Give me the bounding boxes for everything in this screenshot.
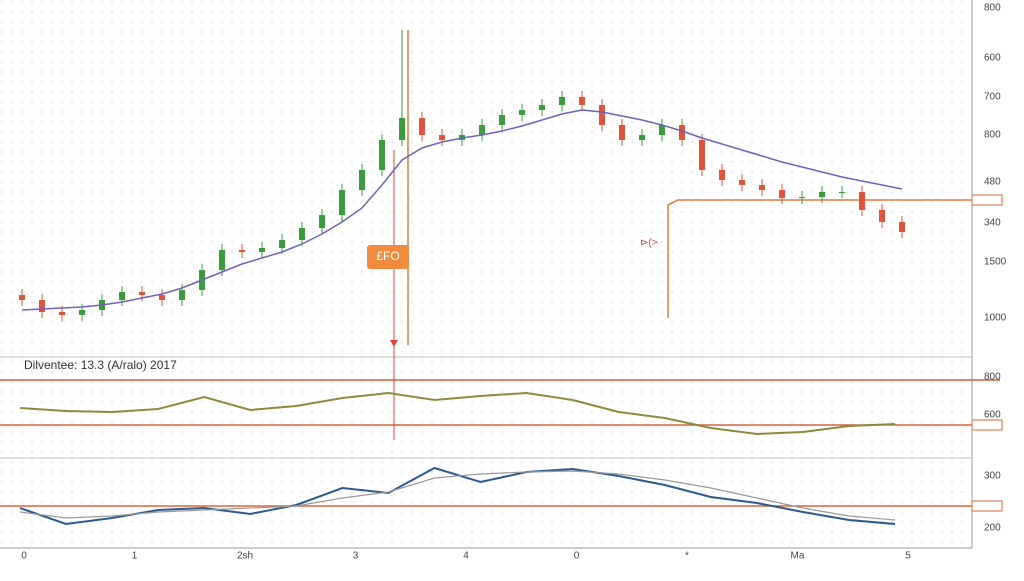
candle-body (319, 215, 325, 228)
candle-body (119, 292, 125, 300)
right-axis-label: 300 (984, 471, 1001, 482)
x-axis-label: 5 (905, 551, 911, 562)
x-axis-label: 2sh (237, 551, 253, 562)
candle-body (599, 105, 605, 125)
candle-body (39, 300, 45, 312)
indicator-line (19, 470, 896, 521)
candle-body (419, 118, 425, 135)
bracket-line (667, 199, 972, 318)
x-axis-label: 1 (132, 551, 138, 562)
x-axis-label: 4 (463, 551, 469, 562)
candle-body (439, 135, 445, 140)
right-axis-label: 1000 (984, 313, 1007, 324)
candle-body (619, 125, 625, 140)
right-axis-label: 800 (984, 372, 1001, 383)
candle-body (59, 312, 65, 315)
candle-body (279, 240, 285, 248)
candle-body (399, 118, 405, 140)
right-axis-label: 800 (984, 3, 1001, 14)
panel-title: Dilventee: 13.3 (A/ralo) 2017 (24, 358, 177, 372)
x-axis-label: 3 (353, 551, 359, 562)
annotation: ⊳(> (640, 238, 658, 249)
candle-body (839, 192, 845, 193)
indicator-line (19, 466, 896, 526)
candle-body (739, 180, 745, 185)
candle-body (259, 248, 265, 252)
candle-body (759, 185, 765, 190)
candle-body (559, 97, 565, 105)
candle-body (379, 140, 385, 170)
candle-body (479, 125, 485, 135)
price-tag (971, 500, 1003, 512)
annotation: £FO (376, 249, 399, 263)
candle-body (699, 140, 705, 170)
x-axis-label: 0 (574, 551, 580, 562)
right-axis-label: 600 (984, 410, 1001, 421)
x-axis-label: Ma (791, 551, 805, 562)
right-axis-label: 340 (984, 218, 1001, 229)
candle-body (339, 190, 345, 215)
candle-body (779, 190, 785, 198)
x-axis-label: * (685, 551, 689, 562)
right-axis-label: 600 (984, 53, 1001, 64)
candle-body (499, 115, 505, 125)
candle-body (579, 97, 585, 105)
candle-body (819, 192, 825, 197)
right-axis-label: 1500 (984, 257, 1007, 268)
candle-body (679, 125, 685, 140)
candle-body (859, 192, 865, 210)
right-axis-label: 800 (984, 130, 1001, 141)
candle-body (899, 222, 905, 232)
candle-body (159, 295, 165, 300)
right-axis-label: 200 (984, 523, 1001, 534)
candle-body (639, 135, 645, 140)
grid-background (0, 0, 972, 548)
x-axis-label: 0 (21, 551, 27, 562)
candle-body (879, 210, 885, 222)
arrow (390, 340, 398, 347)
candle-body (659, 125, 665, 135)
candle-body (239, 250, 245, 252)
candle-body (799, 197, 805, 198)
right-axis-label: 480 (984, 177, 1001, 188)
candle-body (539, 105, 545, 110)
candle-body (219, 250, 225, 270)
candle-body (719, 170, 725, 180)
annotation-box (367, 245, 409, 269)
moving-average (21, 109, 903, 311)
indicator-line (19, 391, 896, 436)
candle-body (19, 295, 25, 300)
candle-body (179, 290, 185, 300)
price-tag (971, 419, 1003, 431)
price-tag (971, 194, 1003, 206)
candle-body (519, 110, 525, 115)
candle-body (299, 228, 305, 240)
candle-body (139, 292, 145, 295)
right-axis-label: 700 (984, 92, 1001, 103)
candle-body (359, 170, 365, 190)
candle-body (79, 310, 85, 315)
